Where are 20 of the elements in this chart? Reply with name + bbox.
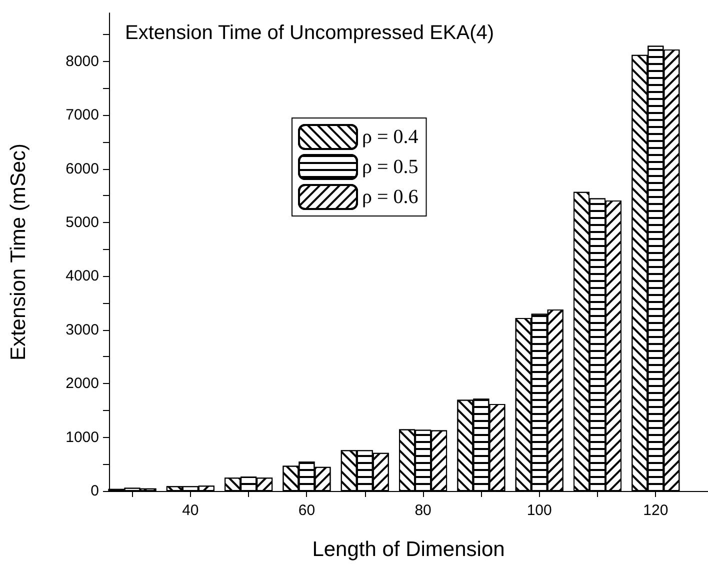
x-tick-label: 40 — [182, 502, 199, 519]
x-axis-title: Length of Dimension — [312, 538, 505, 561]
y-tick-label: 3000 — [66, 321, 99, 338]
y-axis-title: Extension Time (mSec) — [7, 143, 30, 361]
y-tick-label: 7000 — [66, 106, 99, 124]
legend-label: ρ = 0.6 — [362, 186, 418, 208]
x-tick-label: 100 — [526, 502, 552, 519]
y-tick-label: 0 — [90, 482, 99, 500]
chart-title: Extension Time of Uncompressed EKA(4) — [125, 22, 494, 44]
y-tick-label: 2000 — [66, 375, 99, 392]
y-tick-label: 8000 — [66, 52, 99, 70]
x-tick-label: 120 — [643, 502, 668, 519]
y-tick-label: 5000 — [66, 214, 99, 231]
legend-label: ρ = 0.5 — [362, 156, 418, 178]
x-tick-label: 60 — [298, 502, 316, 519]
x-tick-label: 80 — [414, 502, 432, 519]
y-tick-label: 6000 — [66, 160, 99, 178]
y-tick-label: 1000 — [66, 428, 99, 446]
legend-label: ρ = 0.4 — [362, 126, 418, 148]
y-tick-label: 4000 — [66, 268, 99, 285]
